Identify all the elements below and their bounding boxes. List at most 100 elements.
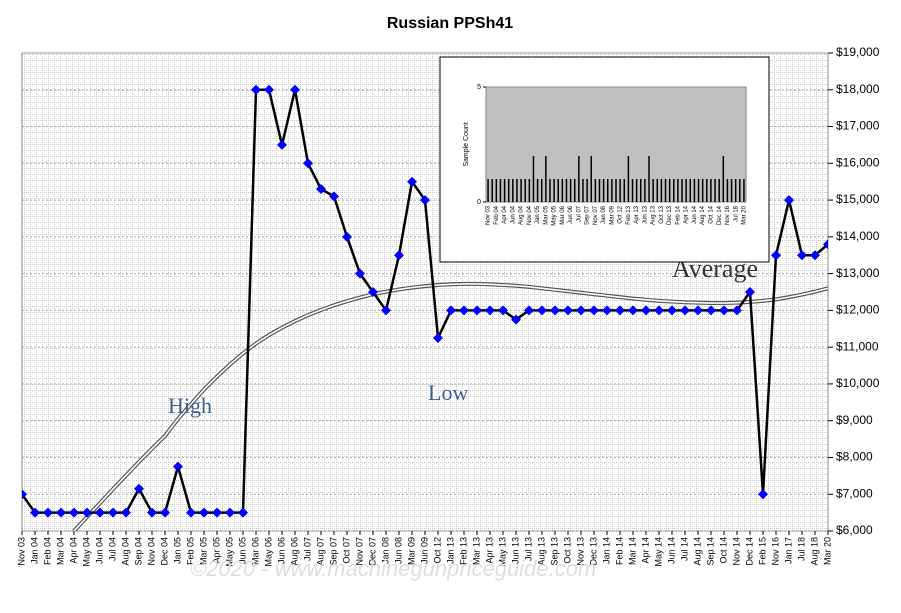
- x-tick-label: Jun 08: [393, 537, 403, 564]
- price-marker: [251, 84, 261, 95]
- x-tick-label: Jul 18: [733, 205, 739, 222]
- price-marker: [719, 305, 729, 316]
- bar: [623, 179, 626, 202]
- x-tick-label: Jun 13: [642, 205, 648, 224]
- bar: [553, 179, 555, 202]
- x-tick-label: Jan 05: [172, 537, 182, 564]
- x-tick-label: Apr 13: [484, 537, 494, 564]
- x-tick-label: Jan 04: [29, 537, 39, 564]
- price-marker: [537, 305, 547, 316]
- price-marker: [225, 507, 235, 518]
- x-tick-label: May 13: [497, 537, 507, 567]
- bar: [582, 179, 584, 202]
- x-tick-label: Nov 04: [527, 205, 533, 225]
- price-marker: [212, 507, 222, 518]
- x-tick-label: Jul 04: [107, 537, 117, 561]
- x-tick-label: Dec 14: [744, 537, 754, 566]
- bar: [730, 179, 733, 202]
- x-tick-label: Jan 14: [601, 537, 611, 564]
- x-tick-label: Feb 04: [42, 537, 52, 565]
- y-tick-label: 5: [477, 84, 481, 91]
- price-marker: [771, 250, 781, 261]
- price-marker: [758, 489, 768, 500]
- price-marker: [550, 305, 560, 316]
- price-marker: [381, 305, 391, 316]
- x-tick-label: Mar 06: [250, 537, 260, 565]
- x-tick-label: Sep 07: [328, 537, 338, 566]
- y-tick-label: $18,000: [836, 82, 880, 96]
- bar: [512, 179, 514, 202]
- x-tick-label: Aug 14: [700, 205, 706, 225]
- price-marker: [706, 305, 716, 316]
- x-tick-label: Apr 14: [684, 205, 690, 223]
- bar: [524, 179, 526, 202]
- price-marker: [147, 507, 157, 518]
- x-tick-label: Jun 13: [510, 537, 520, 564]
- price-marker: [199, 507, 209, 518]
- x-tick-label: Oct 12: [432, 537, 442, 564]
- x-tick-label: Mar 13: [471, 537, 481, 565]
- y-tick-label: $10,000: [836, 376, 880, 390]
- x-tick-label: Oct 14: [708, 205, 714, 223]
- price-marker: [420, 195, 430, 206]
- y-tick-label: $8,000: [836, 450, 873, 464]
- bar: [491, 179, 493, 202]
- y-tick-label: $17,000: [836, 119, 880, 133]
- x-tick-label: Oct 13: [659, 205, 665, 223]
- price-marker: [433, 332, 443, 343]
- price-marker: [43, 507, 53, 518]
- y-tick-label: 0: [477, 199, 481, 206]
- bar: [594, 179, 597, 202]
- price-marker: [355, 268, 365, 279]
- bar: [734, 179, 737, 202]
- bar: [685, 179, 687, 202]
- x-tick-label: Aug 06: [289, 537, 299, 566]
- price-marker: [602, 305, 612, 316]
- x-tick-label: Aug 04: [519, 205, 525, 225]
- annotation: Low: [428, 380, 468, 405]
- bar: [573, 179, 576, 202]
- annotation: High: [168, 393, 212, 418]
- bar: [697, 179, 700, 202]
- price-marker: [654, 305, 664, 316]
- x-tick-label: Jul 13: [523, 537, 533, 561]
- x-tick-label: Mar 04: [55, 537, 65, 565]
- bar: [656, 179, 659, 202]
- bar: [578, 156, 580, 202]
- price-marker: [459, 305, 469, 316]
- bar: [644, 179, 646, 202]
- x-tick-label: Nov 04: [146, 537, 156, 566]
- x-tick-label: Feb 04: [494, 205, 500, 224]
- x-tick-label: Dec 04: [159, 537, 169, 566]
- x-tick-label: Aug 04: [120, 537, 130, 566]
- x-tick-label: Mar 20: [742, 205, 748, 224]
- bar: [664, 179, 667, 202]
- x-tick-label: May 05: [552, 205, 558, 225]
- bar: [677, 179, 679, 202]
- price-marker: [368, 287, 378, 297]
- bar: [706, 179, 708, 202]
- x-tick-label: Feb 15: [757, 537, 767, 565]
- price-marker: [563, 305, 573, 316]
- price-marker: [446, 305, 456, 316]
- x-tick-label: Aug 14: [692, 537, 702, 566]
- x-tick-label: Nov 07: [593, 205, 599, 225]
- bar: [528, 179, 531, 202]
- x-tick-label: Feb 13: [458, 537, 468, 565]
- bar: [536, 179, 539, 202]
- price-marker: [329, 191, 339, 202]
- x-tick-label: Jun 04: [94, 537, 104, 564]
- watermark: ©2020 - www.machinegunpriceguide.com: [190, 556, 596, 581]
- price-marker: [823, 239, 828, 250]
- bar: [549, 179, 551, 202]
- x-tick-label: Jun 06: [276, 537, 286, 564]
- chart-title: Russian PPSh41: [387, 15, 513, 32]
- price-marker: [264, 84, 274, 95]
- bar: [520, 179, 522, 202]
- x-tick-label: Jun 09: [419, 537, 429, 564]
- x-tick-label: Nov 03: [486, 205, 492, 225]
- price-marker: [303, 158, 313, 169]
- bar: [507, 179, 510, 202]
- y-tick-label: $7,000: [836, 486, 873, 500]
